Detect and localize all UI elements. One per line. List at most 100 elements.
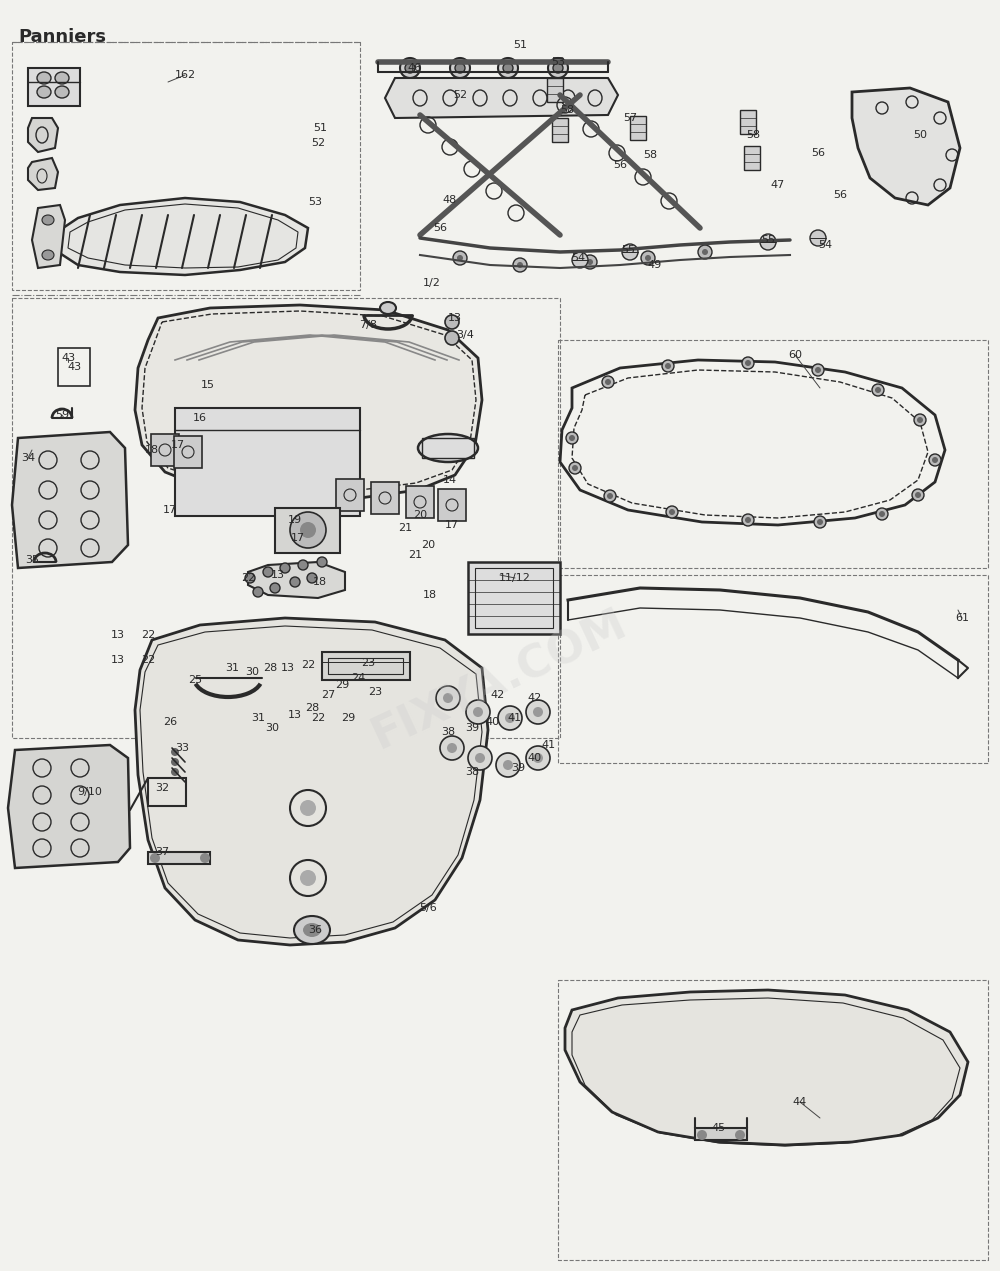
Ellipse shape <box>876 508 888 520</box>
Ellipse shape <box>872 384 884 397</box>
Ellipse shape <box>607 493 613 500</box>
Text: 39: 39 <box>511 763 525 773</box>
Text: 42: 42 <box>528 693 542 703</box>
Bar <box>438 489 466 521</box>
Ellipse shape <box>503 64 513 72</box>
Ellipse shape <box>505 713 515 723</box>
Ellipse shape <box>915 492 921 498</box>
Ellipse shape <box>436 686 460 710</box>
Ellipse shape <box>742 513 754 526</box>
Bar <box>558 574 988 763</box>
Bar <box>12 297 560 738</box>
Text: 17: 17 <box>163 505 177 515</box>
Text: 38: 38 <box>465 766 479 777</box>
Text: 11/12: 11/12 <box>499 573 531 583</box>
Ellipse shape <box>814 516 826 527</box>
Ellipse shape <box>702 249 708 255</box>
Text: 58: 58 <box>560 105 574 114</box>
Ellipse shape <box>698 245 712 259</box>
Ellipse shape <box>150 853 160 863</box>
Polygon shape <box>135 618 488 946</box>
Bar <box>151 433 179 466</box>
Ellipse shape <box>666 506 678 519</box>
Text: 32: 32 <box>155 783 169 793</box>
Ellipse shape <box>440 736 464 760</box>
Polygon shape <box>28 118 58 153</box>
Text: 21: 21 <box>408 550 422 561</box>
Text: 57: 57 <box>623 113 637 123</box>
Ellipse shape <box>245 573 255 583</box>
Ellipse shape <box>498 58 518 78</box>
Text: 61: 61 <box>955 613 969 623</box>
Ellipse shape <box>745 517 751 522</box>
Bar <box>475 568 553 628</box>
Text: 13: 13 <box>281 663 295 674</box>
Bar <box>558 980 988 1260</box>
Polygon shape <box>135 305 482 498</box>
Text: 29: 29 <box>335 680 349 690</box>
Ellipse shape <box>447 744 457 752</box>
Text: 3/4: 3/4 <box>456 330 474 341</box>
Ellipse shape <box>526 700 550 724</box>
Bar <box>552 118 568 142</box>
Ellipse shape <box>290 512 326 548</box>
Ellipse shape <box>307 573 317 583</box>
Ellipse shape <box>253 587 263 597</box>
Ellipse shape <box>42 250 54 261</box>
Ellipse shape <box>760 234 776 250</box>
Bar <box>28 69 80 105</box>
Text: 14: 14 <box>443 475 457 486</box>
Text: 56: 56 <box>833 189 847 200</box>
Text: 17: 17 <box>291 533 305 543</box>
Ellipse shape <box>171 768 179 777</box>
Text: 9/10: 9/10 <box>78 787 102 797</box>
Text: 13: 13 <box>271 569 285 580</box>
Ellipse shape <box>745 360 751 366</box>
Text: 20: 20 <box>413 510 427 520</box>
Ellipse shape <box>605 379 611 385</box>
Text: 51: 51 <box>513 39 527 50</box>
Ellipse shape <box>548 58 568 78</box>
Text: 5/6: 5/6 <box>419 902 437 913</box>
Text: 49: 49 <box>648 261 662 269</box>
Ellipse shape <box>300 799 316 816</box>
Text: 17: 17 <box>171 440 185 450</box>
Text: 52: 52 <box>453 90 467 100</box>
Bar <box>558 341 988 568</box>
Ellipse shape <box>569 435 575 441</box>
Ellipse shape <box>604 491 616 502</box>
Text: 54: 54 <box>818 240 832 250</box>
Ellipse shape <box>450 58 470 78</box>
Ellipse shape <box>815 367 821 372</box>
Ellipse shape <box>200 853 210 863</box>
Text: 23: 23 <box>361 658 375 669</box>
Polygon shape <box>565 990 968 1145</box>
Ellipse shape <box>455 64 465 72</box>
Bar <box>371 482 399 513</box>
Text: 22: 22 <box>141 655 155 665</box>
Ellipse shape <box>662 360 674 372</box>
Text: 45: 45 <box>711 1124 725 1132</box>
Ellipse shape <box>583 255 597 269</box>
Ellipse shape <box>917 417 923 423</box>
Text: 26: 26 <box>163 717 177 727</box>
Polygon shape <box>28 158 58 189</box>
Text: 13: 13 <box>288 710 302 719</box>
Bar <box>174 436 202 468</box>
Ellipse shape <box>42 215 54 225</box>
Text: 1/2: 1/2 <box>423 278 441 289</box>
Text: 37: 37 <box>155 846 169 857</box>
Text: 56: 56 <box>811 147 825 158</box>
Text: 21: 21 <box>398 522 412 533</box>
Text: 18: 18 <box>423 590 437 600</box>
Bar <box>422 438 474 458</box>
Ellipse shape <box>503 760 513 770</box>
Bar <box>175 408 360 516</box>
Text: 17: 17 <box>445 520 459 530</box>
Text: 22: 22 <box>311 713 325 723</box>
Text: 33: 33 <box>175 744 189 752</box>
Text: 35: 35 <box>25 555 39 566</box>
Ellipse shape <box>445 330 459 344</box>
Ellipse shape <box>418 433 478 461</box>
Bar <box>744 146 760 170</box>
